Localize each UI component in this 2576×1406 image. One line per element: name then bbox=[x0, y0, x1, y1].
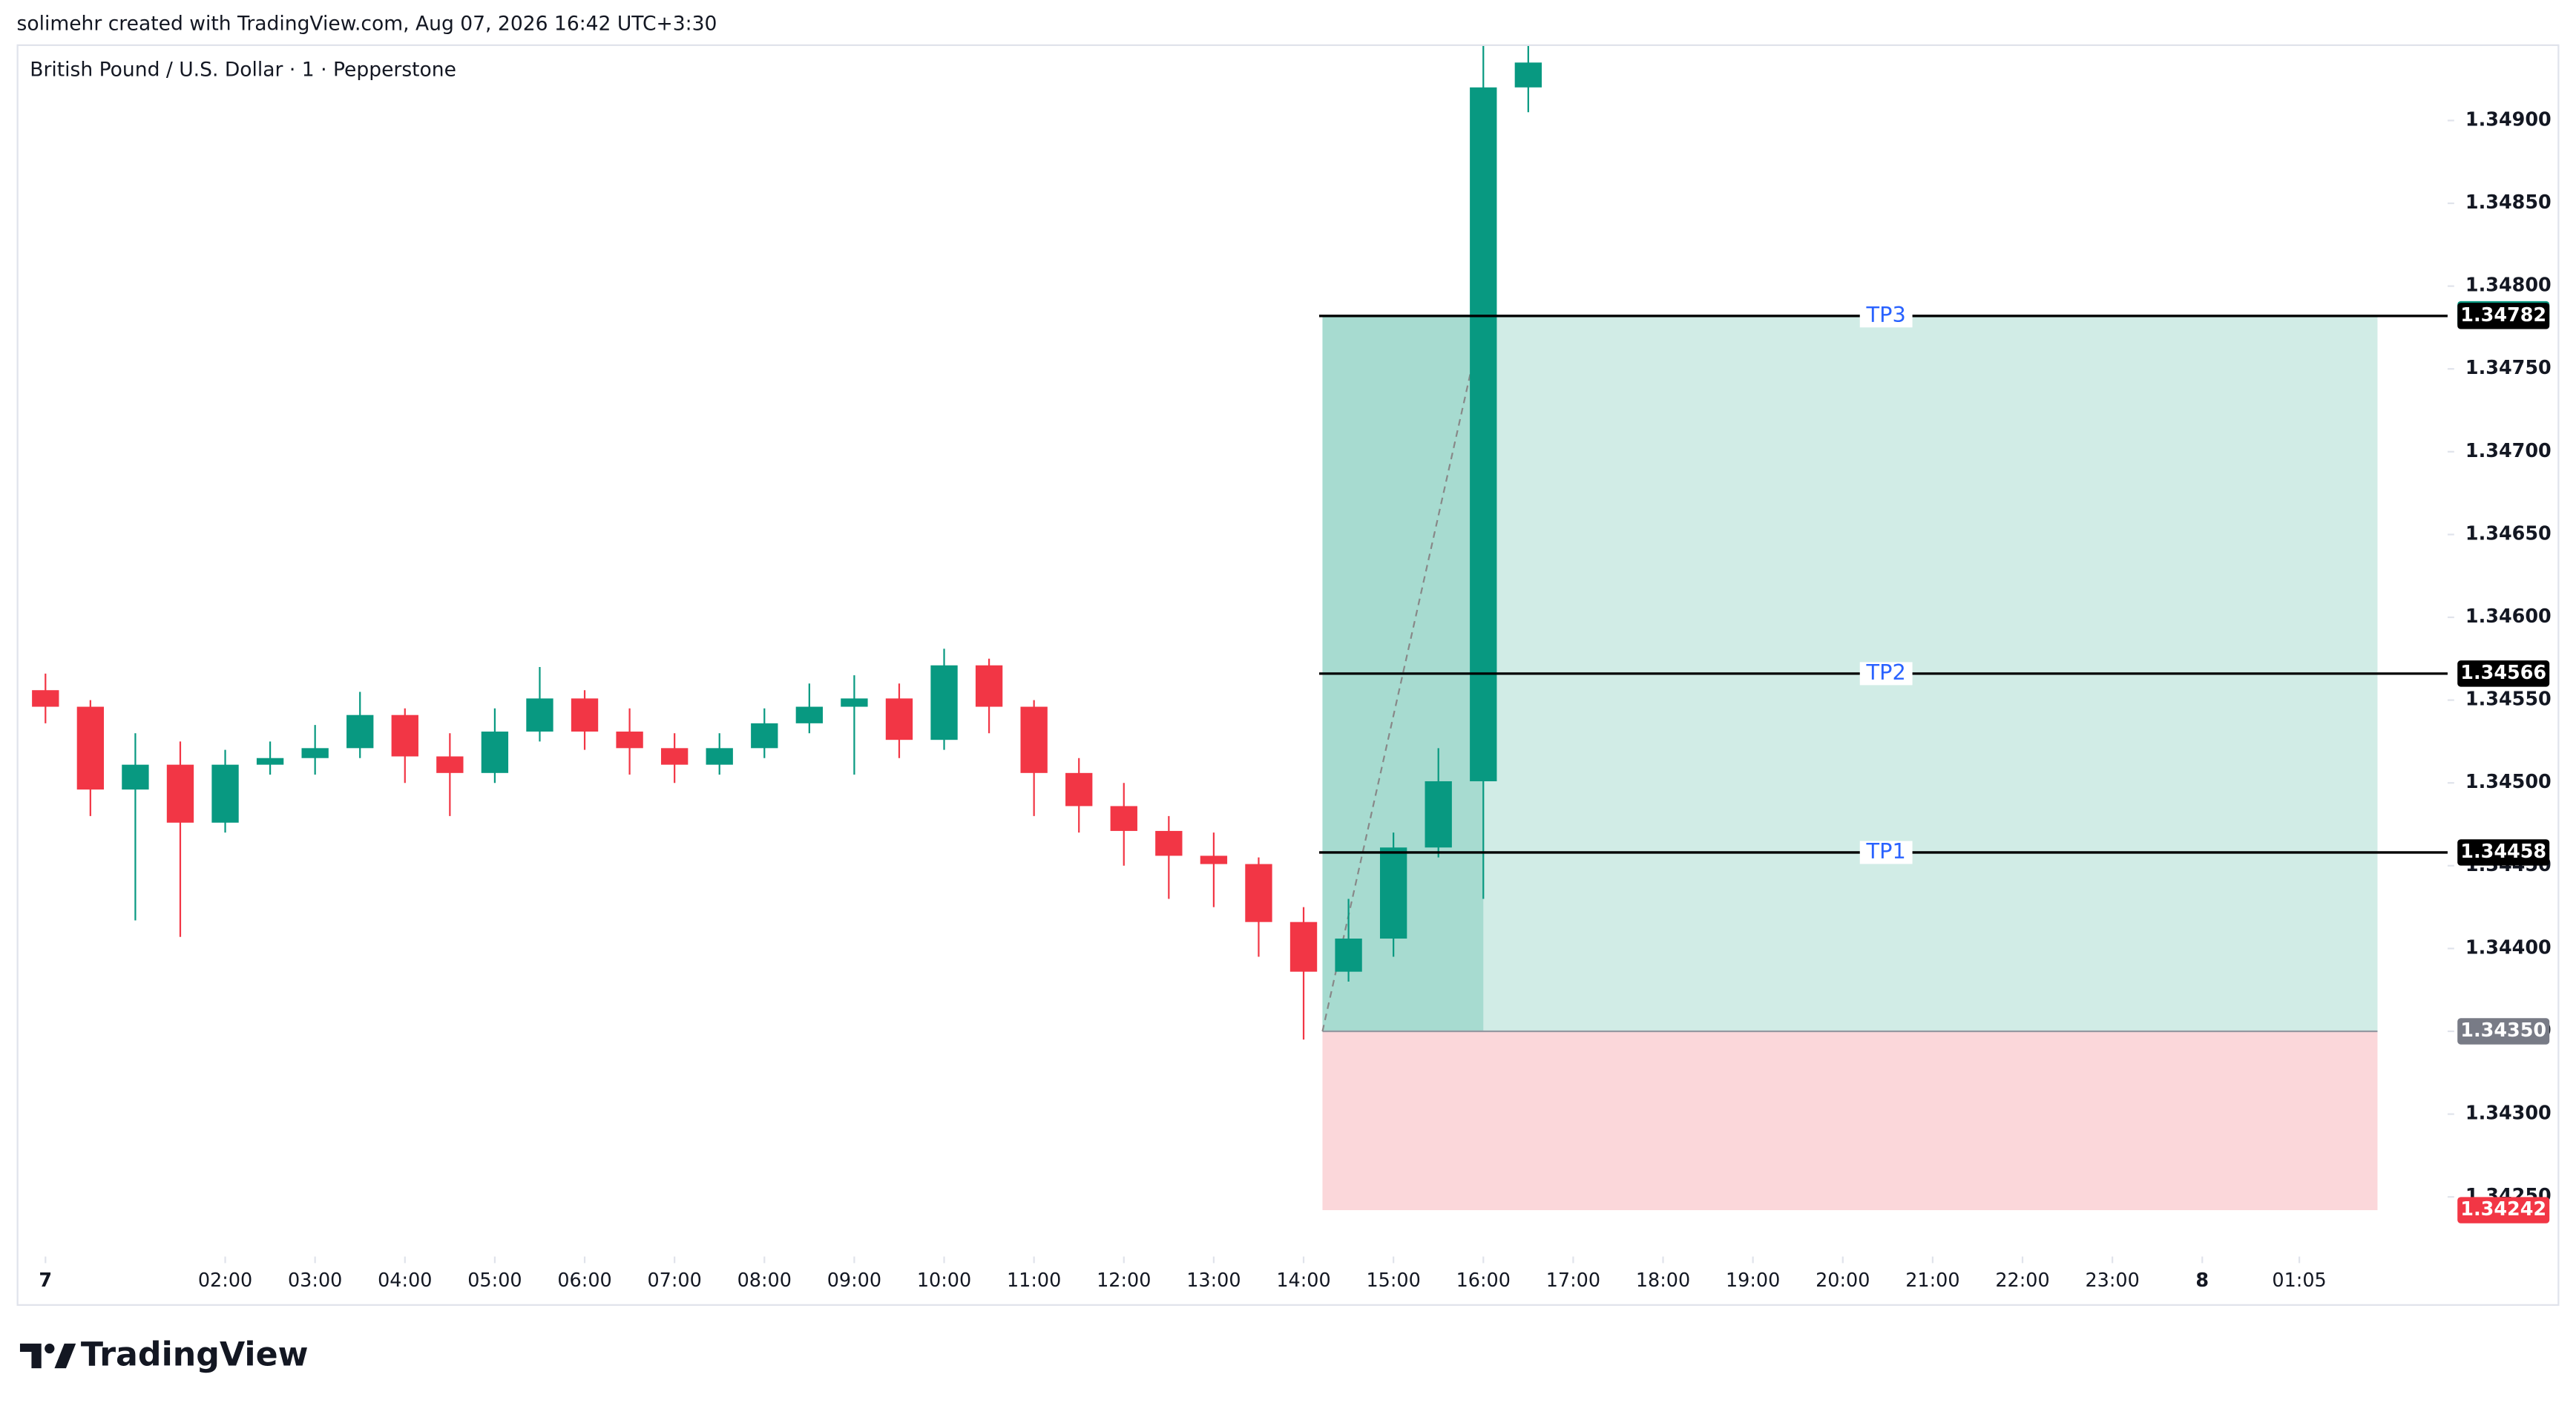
y-tick-label: 1.34850 bbox=[2465, 191, 2552, 214]
candle-body bbox=[1200, 855, 1228, 864]
x-tick-label: 07:00 bbox=[648, 1269, 702, 1292]
y-tick-label: 1.34900 bbox=[2465, 108, 2552, 131]
x-tick-label: 14:00 bbox=[1276, 1269, 1330, 1292]
candle-body bbox=[301, 748, 329, 758]
candle-body bbox=[211, 764, 239, 823]
x-tick-label: 22:00 bbox=[1995, 1269, 2049, 1292]
price-tag-label: 1.34782 bbox=[2460, 304, 2546, 326]
price-tag bbox=[2457, 1197, 2550, 1223]
price-tag bbox=[2457, 1018, 2550, 1045]
candle-body bbox=[795, 706, 824, 723]
x-tick-label: 06:00 bbox=[557, 1269, 611, 1292]
candle-body bbox=[616, 732, 643, 749]
price-tag bbox=[2457, 660, 2550, 687]
y-tick-label: 1.34650 bbox=[2465, 522, 2552, 545]
trade-path bbox=[1321, 315, 1485, 1032]
candle-body bbox=[1379, 847, 1407, 939]
chart-frame bbox=[16, 44, 2560, 1306]
x-tick-label: 04:00 bbox=[378, 1269, 432, 1292]
price-tag-label: 1.34566 bbox=[2460, 662, 2546, 684]
price-tag bbox=[2457, 839, 2550, 866]
candle-body bbox=[975, 665, 1003, 707]
candle-body bbox=[526, 698, 553, 732]
price-tag-label: 1.34458 bbox=[2460, 841, 2546, 863]
x-tick-label: 23:00 bbox=[2085, 1269, 2139, 1292]
target-name-bg bbox=[1859, 662, 1913, 686]
candle-body bbox=[660, 748, 689, 765]
x-tick-label: 10:00 bbox=[917, 1269, 971, 1292]
x-tick-label: 02:00 bbox=[198, 1269, 252, 1292]
target-name-bg bbox=[1859, 304, 1913, 328]
candle-body bbox=[346, 715, 374, 749]
x-tick-label: 09:00 bbox=[827, 1269, 881, 1292]
brand-logo bbox=[19, 1343, 76, 1369]
x-tick-label: 01:05 bbox=[2272, 1269, 2326, 1292]
x-tick-label: 7 bbox=[39, 1269, 52, 1292]
candle-body bbox=[481, 732, 509, 773]
candle-body bbox=[1289, 922, 1318, 972]
x-tick-label: 8 bbox=[2195, 1269, 2209, 1292]
candle-body bbox=[751, 723, 778, 749]
x-tick-label: 05:00 bbox=[467, 1269, 522, 1292]
x-tick-label: 20:00 bbox=[1816, 1269, 1870, 1292]
target-name-bg bbox=[1859, 841, 1913, 864]
loss-zone bbox=[1322, 1031, 2378, 1211]
x-tick-label: 18:00 bbox=[1636, 1269, 1690, 1292]
price-tag-label: 1.34350 bbox=[2460, 1019, 2546, 1042]
price-tag bbox=[2457, 303, 2550, 329]
candle-body bbox=[1245, 864, 1272, 922]
header: solimehr created with TradingView.com, A… bbox=[17, 13, 717, 36]
y-tick-label: 1.34550 bbox=[2465, 689, 2552, 711]
target-name: TP1 bbox=[1866, 838, 1906, 864]
x-tick-label: 12:00 bbox=[1097, 1269, 1151, 1292]
candle-body bbox=[885, 698, 913, 740]
x-tick-label: 19:00 bbox=[1726, 1269, 1780, 1292]
x-tick-label: 08:00 bbox=[737, 1269, 792, 1292]
candle-body bbox=[1155, 830, 1183, 856]
candle-body bbox=[32, 690, 59, 707]
candle-body bbox=[841, 698, 868, 707]
x-tick-label: 16:00 bbox=[1456, 1269, 1511, 1292]
candle-body bbox=[1065, 772, 1093, 807]
x-tick-label: 03:00 bbox=[288, 1269, 342, 1292]
candle-body bbox=[1110, 806, 1137, 831]
overlay: 1.342501.343001.343501.344001.344501.345… bbox=[39, 108, 2551, 1291]
y-tick-label: 1.34400 bbox=[2465, 936, 2552, 959]
target-name: TP3 bbox=[1866, 302, 1906, 327]
candle-body bbox=[1020, 706, 1048, 773]
candle-body bbox=[436, 756, 464, 773]
candle-body bbox=[1470, 87, 1497, 781]
y-tick-label: 1.34700 bbox=[2465, 440, 2552, 462]
x-tick-label: 21:00 bbox=[1905, 1269, 1959, 1292]
x-tick-label: 15:00 bbox=[1366, 1269, 1420, 1292]
candle-body bbox=[1335, 939, 1362, 972]
candle-body bbox=[76, 706, 105, 790]
candle-body bbox=[166, 764, 194, 823]
candle-body bbox=[1425, 781, 1452, 848]
y-tick-label: 1.34800 bbox=[2465, 275, 2552, 297]
y-tick-label: 1.34300 bbox=[2465, 1103, 2552, 1125]
price-tag-label: 1.34242 bbox=[2460, 1198, 2546, 1221]
candle-body bbox=[1514, 62, 1542, 88]
candle-body bbox=[122, 764, 149, 790]
candle-body bbox=[571, 698, 599, 732]
candle-body bbox=[391, 715, 418, 757]
target-name: TP2 bbox=[1866, 660, 1906, 685]
y-tick-label: 1.34750 bbox=[2465, 357, 2552, 379]
chart-title: British Pound / U.S. Dollar · 1 · Pepper… bbox=[30, 59, 456, 82]
x-tick-label: 17:00 bbox=[1546, 1269, 1600, 1292]
y-tick-label: 1.34600 bbox=[2465, 605, 2552, 628]
brand: TradingView bbox=[81, 1336, 309, 1374]
x-tick-label: 11:00 bbox=[1007, 1269, 1061, 1292]
x-tick-label: 13:00 bbox=[1186, 1269, 1241, 1292]
candle-body bbox=[256, 758, 284, 765]
candle-body bbox=[706, 748, 733, 765]
y-tick-label: 1.34500 bbox=[2465, 771, 2552, 793]
candle-body bbox=[930, 665, 958, 740]
